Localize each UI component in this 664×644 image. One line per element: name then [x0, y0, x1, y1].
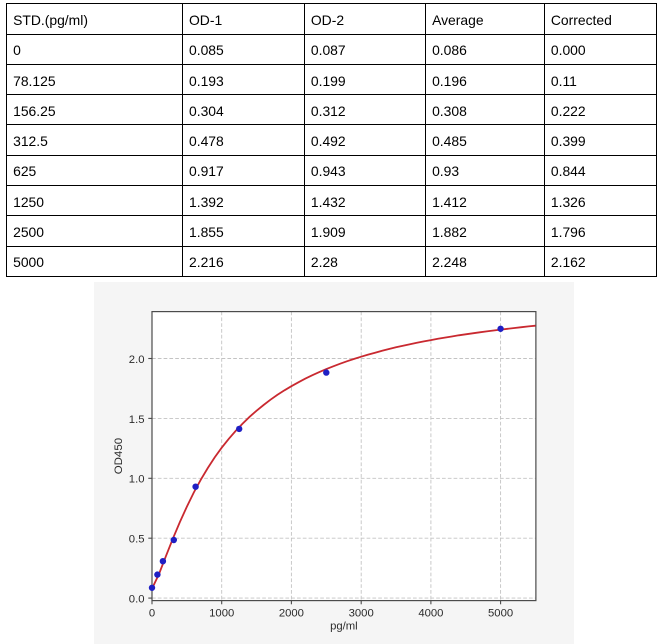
svg-text:pg/ml: pg/ml	[330, 620, 358, 632]
svg-text:1.0: 1.0	[128, 473, 144, 485]
svg-text:0.5: 0.5	[128, 533, 144, 545]
svg-text:OD450: OD450	[113, 438, 125, 474]
svg-text:0: 0	[148, 607, 154, 619]
svg-text:5000: 5000	[488, 607, 513, 619]
svg-text:2000: 2000	[278, 607, 303, 619]
svg-text:1000: 1000	[209, 607, 234, 619]
svg-text:4000: 4000	[418, 607, 443, 619]
svg-text:0.0: 0.0	[128, 593, 144, 605]
svg-text:1.5: 1.5	[128, 414, 144, 426]
svg-text:2.0: 2.0	[128, 354, 144, 366]
svg-text:3000: 3000	[348, 607, 373, 619]
